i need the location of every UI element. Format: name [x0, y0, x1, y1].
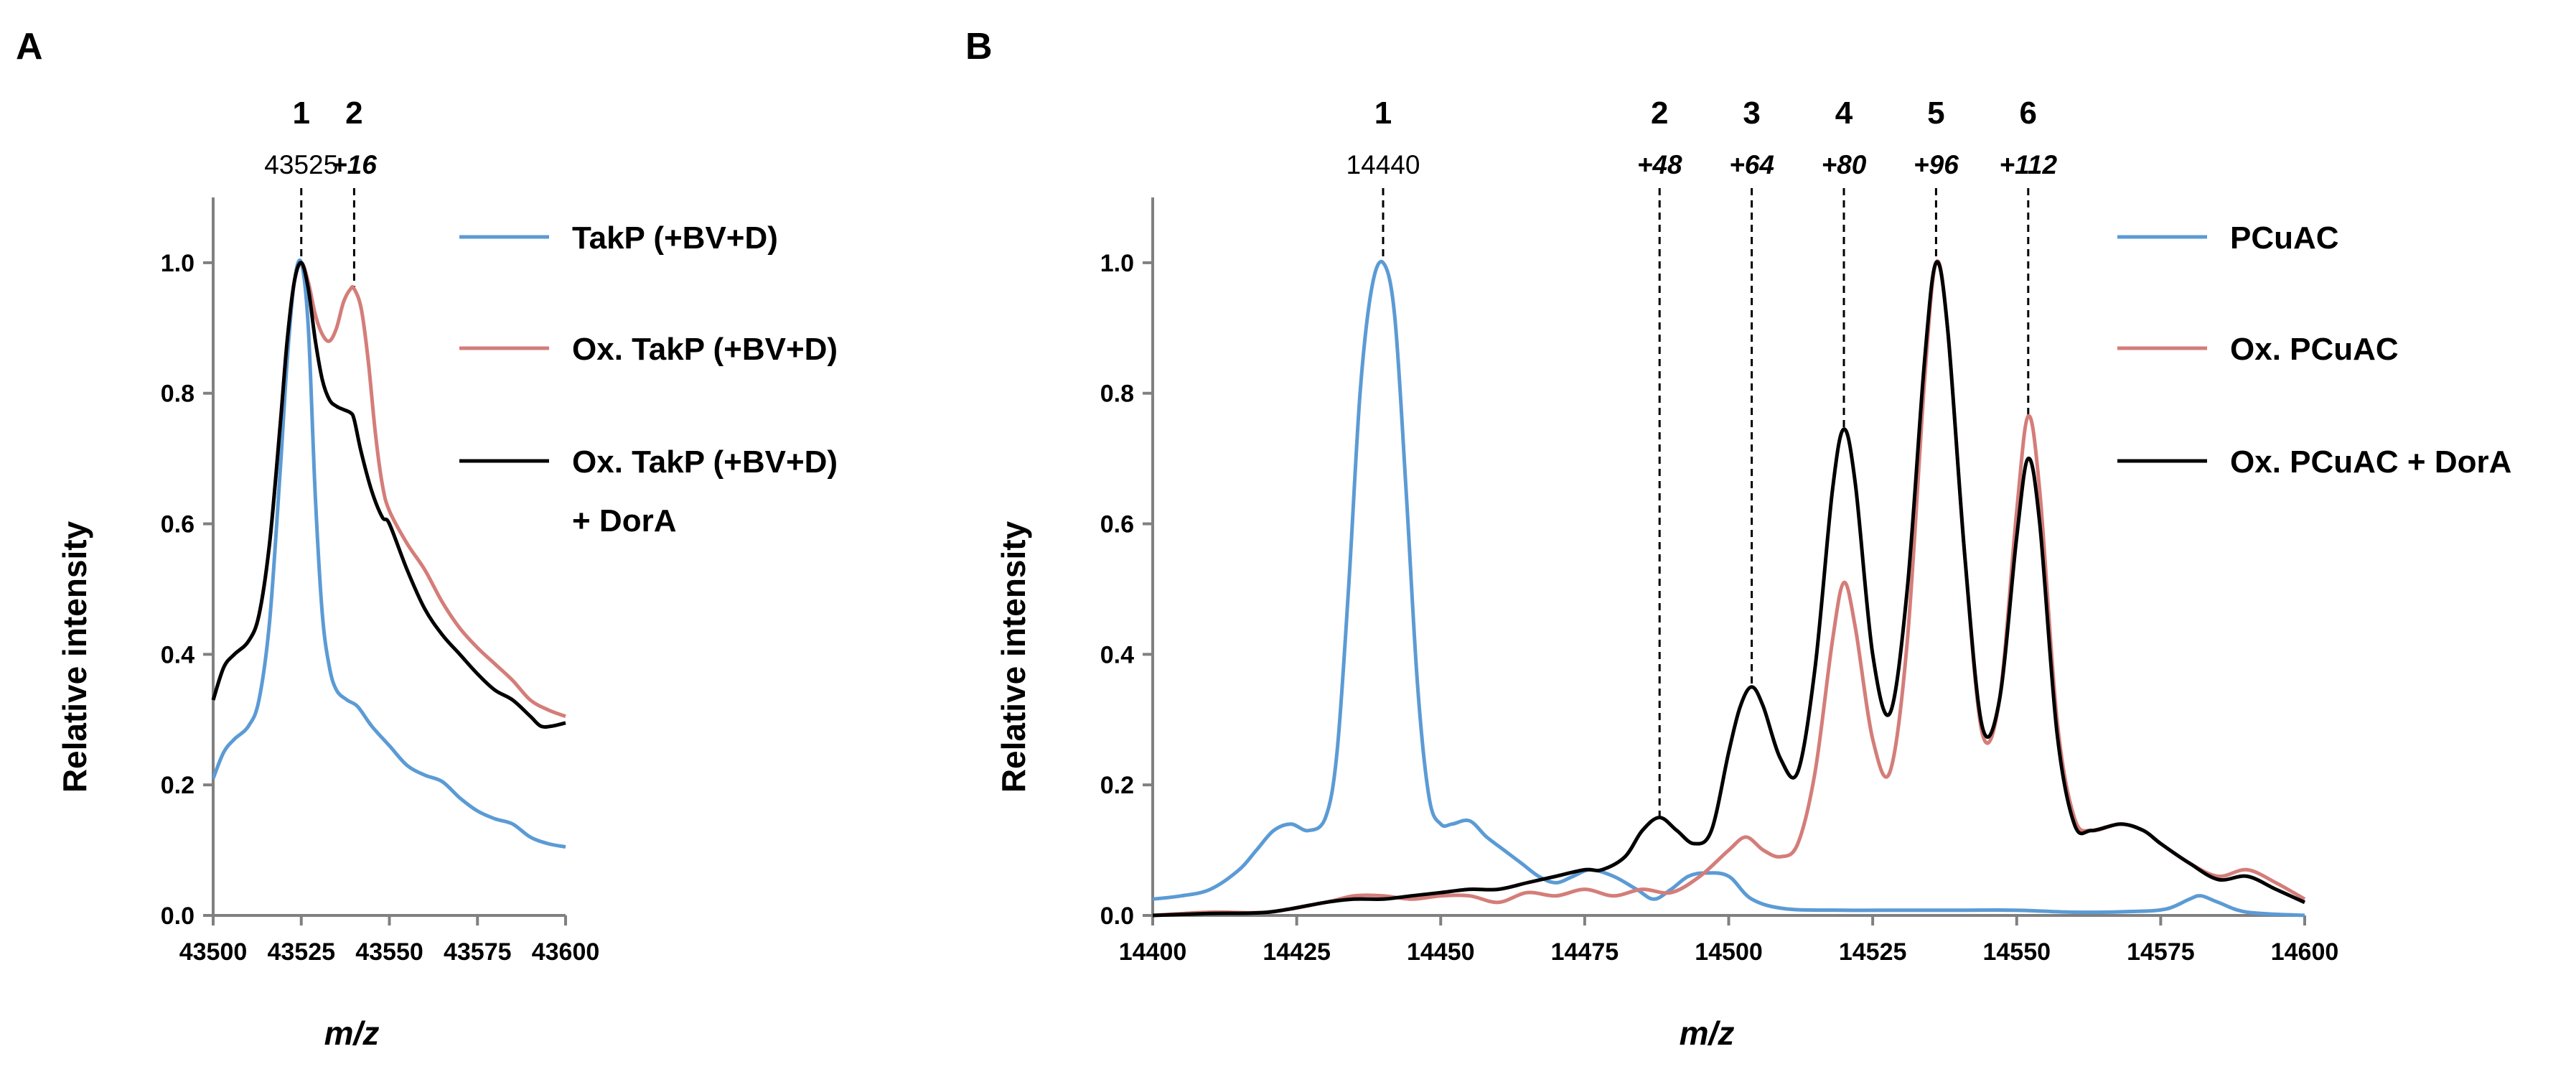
- panel-a-x-tick-label: 43525: [267, 938, 335, 966]
- panel-b-x-tick-label: 14400: [1119, 938, 1187, 966]
- panel-a-y-tick-label: 0.0: [161, 903, 195, 930]
- legend-label-2: Ox. PCuAC: [2230, 332, 2399, 367]
- panel-a-x-tick-label: 43550: [355, 938, 423, 966]
- peak-1-mass: 14440: [1346, 150, 1420, 179]
- panel-b-y-axis-label: Relative intensity: [995, 521, 1032, 793]
- peak-3-mass: +64: [1729, 150, 1774, 179]
- legend-label-3: Ox. TakP (+BV+D): [572, 444, 838, 480]
- panel-a-y-axis-label: Relative intensity: [56, 521, 93, 793]
- panel-b-peak-annotations: 1 14440 2 +48 3 +64 4 +80 5 +96 6 +112: [1346, 95, 2058, 818]
- panel-b-y-tick-label: 0.8: [1100, 381, 1134, 408]
- panel-b-letter: B: [965, 26, 993, 67]
- panel-b-legend: PCuAC Ox. PCuAC Ox. PCuAC + DorA: [2117, 220, 2511, 480]
- panel-b-axes: 0.0 0.2 0.4 0.6 0.8 1.0 14400 14425 14450 14475 14…: [1100, 197, 2339, 966]
- peak-5-mass: +96: [1914, 150, 1959, 179]
- legend-label-3: Ox. PCuAC + DorA: [2230, 444, 2511, 480]
- panel-b: B 0.0 0.2 0.4 0.6 0.8 1.0 14400 14425 14450 14475…: [965, 26, 2511, 1052]
- panel-b-x-tick-label: 14550: [1982, 938, 2051, 966]
- panel-a-y-tick-label: 0.2: [161, 772, 195, 799]
- panel-b-y-tick-label: 1.0: [1100, 250, 1134, 277]
- peak-6-mass: +112: [1999, 150, 2057, 179]
- legend-label-1: TakP (+BV+D): [572, 220, 778, 256]
- peak-1-number: 1: [1374, 95, 1392, 131]
- panel-a-series-line-1: [211, 258, 566, 849]
- panel-b-x-tick-label: 14425: [1263, 938, 1331, 966]
- panel-b-x-tick-label: 14575: [2127, 938, 2195, 966]
- peak-6-number: 6: [2020, 95, 2037, 131]
- peak-1-mass: 43525: [264, 150, 338, 179]
- peak-2-number: 2: [345, 95, 362, 131]
- panel-b-y-tick-label: 0.4: [1100, 641, 1134, 668]
- panel-a-axes: 0.0 0.2 0.4 0.6 0.8 1.0 43500 43525 43550 43575 43…: [161, 197, 600, 966]
- panel-a-y-tick-label: 0.4: [161, 641, 195, 668]
- panel-a-legend: TakP (+BV+D) Ox. TakP (+BV+D) Ox. TakP (+B…: [459, 220, 838, 538]
- panel-b-x-tick-label: 14475: [1551, 938, 1619, 966]
- panel-b-series: [1152, 259, 2306, 918]
- peak-2-mass: +48: [1637, 150, 1682, 179]
- peak-2-number: 2: [1651, 95, 1668, 131]
- panel-a-x-tick-label: 43600: [532, 938, 600, 966]
- legend-label-3-line-2: + DorA: [572, 503, 676, 538]
- legend-label-1: PCuAC: [2230, 220, 2339, 256]
- panel-a-x-tick-label: 43575: [444, 938, 512, 966]
- panel-a-letter: A: [16, 26, 43, 67]
- panel-b-x-tick-label: 14450: [1407, 938, 1475, 966]
- panel-b-x-tick-label: 14500: [1695, 938, 1763, 966]
- panel-b-x-tick-label: 14525: [1839, 938, 1907, 966]
- panel-a-x-tick-label: 43500: [179, 938, 248, 966]
- panel-a-y-tick-label: 1.0: [161, 250, 195, 277]
- panel-b-y-tick-label: 0.2: [1100, 772, 1134, 799]
- panel-a-series-line-3: [211, 261, 566, 729]
- panel-b-x-tick-label: 14600: [2271, 938, 2339, 966]
- peak-1-number: 1: [293, 95, 310, 131]
- peak-5-number: 5: [1927, 95, 1944, 131]
- panel-a-y-tick-label: 0.6: [161, 511, 195, 538]
- panel-b-series-line-1: [1152, 259, 2305, 918]
- panel-a-series: [211, 258, 566, 849]
- panel-b-series-line-3: [1152, 260, 2306, 918]
- peak-4-mass: +80: [1822, 150, 1867, 179]
- peak-3-number: 3: [1743, 95, 1760, 131]
- legend-label-2: Ox. TakP (+BV+D): [572, 332, 838, 367]
- panel-a-y-tick-label: 0.8: [161, 381, 195, 408]
- panel-b-x-axis-label: m/z: [1680, 1015, 1735, 1052]
- peak-2-mass: +16: [332, 150, 377, 179]
- panel-a-x-axis-label: m/z: [324, 1015, 380, 1052]
- panel-a: A 0.0 0.2 0.4 0.6 0.8 1.0 43500 43525 43550 43575…: [16, 26, 838, 1052]
- panel-b-y-tick-label: 0.0: [1100, 903, 1134, 930]
- peak-4-number: 4: [1835, 95, 1853, 131]
- panel-b-y-tick-label: 0.6: [1100, 511, 1134, 538]
